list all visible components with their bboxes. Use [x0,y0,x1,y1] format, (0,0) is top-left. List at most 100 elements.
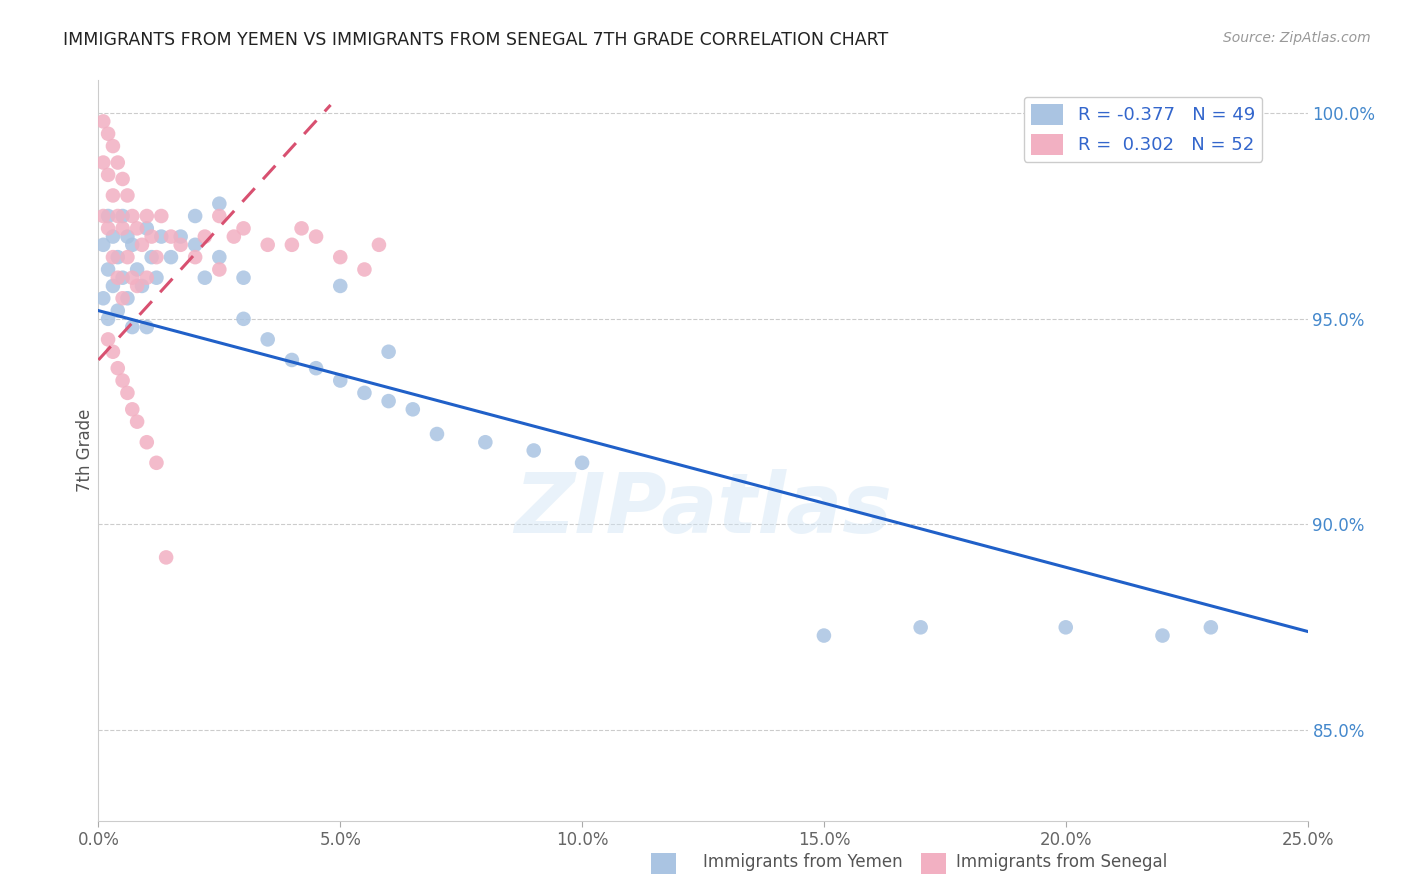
Point [160,229,183,244]
Point [150,209,173,223]
Point [135,320,157,334]
Text: Source: ZipAtlas.com: Source: ZipAtlas.com [1223,31,1371,45]
Point [281,353,304,368]
Point [111,172,134,186]
Point [91,291,114,305]
Point [571,456,593,470]
Point [97,262,120,277]
Point [368,237,391,252]
Point [107,250,129,264]
Point [101,139,124,153]
Point [101,344,124,359]
Point [107,270,129,285]
Point [101,279,124,293]
Point [97,209,120,223]
Point [1199,620,1222,634]
Point [194,229,217,244]
Point [141,250,163,264]
Point [101,188,124,202]
Point [145,456,167,470]
Point [329,250,352,264]
Point [117,291,139,305]
Point [111,270,134,285]
Point [1054,620,1077,634]
Point [1152,628,1174,642]
Point [232,221,254,235]
Point [232,311,254,326]
Point [194,270,217,285]
Point [121,270,143,285]
Text: IMMIGRANTS FROM YEMEN VS IMMIGRANTS FROM SENEGAL 7TH GRADE CORRELATION CHART: IMMIGRANTS FROM YEMEN VS IMMIGRANTS FROM… [63,31,889,49]
Point [135,209,157,223]
Point [91,209,114,223]
Point [155,550,177,565]
Point [184,209,207,223]
Point [127,262,149,277]
Point [121,237,143,252]
Point [169,229,191,244]
Point [305,361,328,376]
Point [97,127,120,141]
Point [169,237,191,252]
Point [232,270,254,285]
Point [329,279,352,293]
Point [184,250,207,264]
Point [131,237,153,252]
Point [208,196,231,211]
Point [121,320,143,334]
Point [97,332,120,346]
Point [150,229,173,244]
Point [107,361,129,376]
Point [111,374,134,388]
Point [281,237,304,252]
Point [426,427,449,442]
Point [121,402,143,417]
Point [117,188,139,202]
Point [97,168,120,182]
Point [117,229,139,244]
Point [474,435,496,450]
Point [160,250,183,264]
Point [101,229,124,244]
Point [135,270,157,285]
Point [353,385,375,400]
Point [377,394,399,409]
Point [91,114,114,128]
Point [131,279,153,293]
Point [145,270,167,285]
Point [290,221,312,235]
Point [135,435,157,450]
Point [910,620,932,634]
Point [107,303,129,318]
Point [208,262,231,277]
Point [107,155,129,169]
Point [97,311,120,326]
Point [523,443,546,458]
Point [256,332,278,346]
Point [117,250,139,264]
Point [121,209,143,223]
Point [135,221,157,235]
Point [91,237,114,252]
Point [377,344,399,359]
Text: ZIPatlas: ZIPatlas [515,469,891,550]
Point [145,250,167,264]
Text: Immigrants from Yemen: Immigrants from Yemen [703,853,903,871]
Point [111,291,134,305]
Point [305,229,328,244]
Point [256,237,278,252]
Point [127,415,149,429]
Point [222,229,245,244]
Point [208,209,231,223]
Point [111,221,134,235]
Text: Immigrants from Senegal: Immigrants from Senegal [956,853,1167,871]
Point [208,250,231,264]
Point [402,402,425,417]
Point [91,155,114,169]
Point [111,209,134,223]
Point [101,250,124,264]
Point [107,209,129,223]
Point [97,221,120,235]
Point [184,237,207,252]
Point [127,279,149,293]
